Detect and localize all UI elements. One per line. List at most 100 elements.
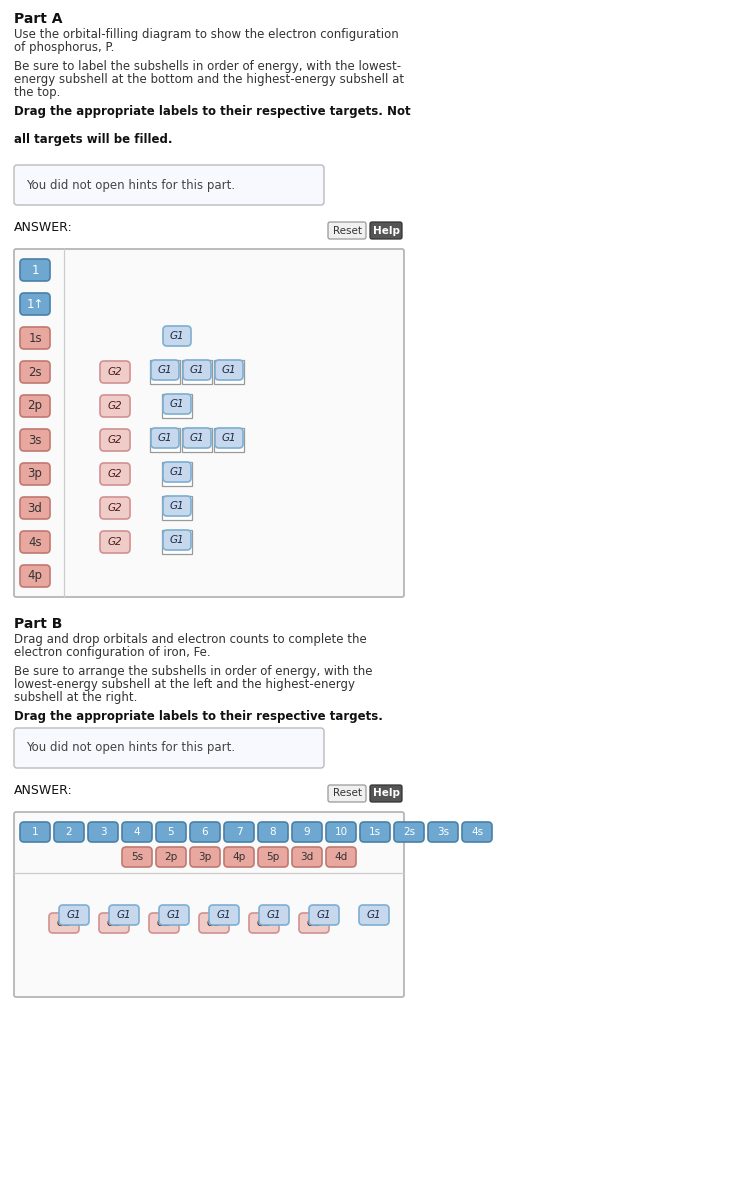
Text: 2s: 2s — [28, 366, 42, 378]
Text: 2s: 2s — [403, 827, 415, 838]
FancyBboxPatch shape — [20, 497, 50, 518]
Text: lowest-energy subshell at the left and the highest-energy: lowest-energy subshell at the left and t… — [14, 678, 355, 691]
FancyBboxPatch shape — [122, 822, 152, 842]
Text: G1: G1 — [158, 365, 172, 374]
FancyBboxPatch shape — [156, 822, 186, 842]
Text: Reset: Reset — [333, 226, 362, 235]
FancyBboxPatch shape — [359, 905, 389, 925]
FancyBboxPatch shape — [20, 361, 50, 383]
Text: G1: G1 — [170, 502, 184, 511]
Text: G1: G1 — [170, 331, 184, 341]
Text: Help: Help — [372, 788, 399, 798]
Text: 5s: 5s — [131, 852, 143, 862]
FancyBboxPatch shape — [149, 913, 179, 934]
FancyBboxPatch shape — [14, 728, 324, 768]
Text: 3p: 3p — [198, 852, 211, 862]
Text: 1: 1 — [32, 827, 38, 838]
FancyBboxPatch shape — [199, 913, 229, 934]
Text: 1s: 1s — [369, 827, 381, 838]
FancyBboxPatch shape — [163, 496, 191, 516]
FancyBboxPatch shape — [328, 785, 366, 802]
FancyBboxPatch shape — [370, 222, 402, 239]
Text: G2: G2 — [108, 401, 123, 410]
FancyBboxPatch shape — [20, 428, 50, 451]
Text: 8: 8 — [269, 827, 276, 838]
Text: G2: G2 — [57, 918, 71, 928]
FancyBboxPatch shape — [122, 847, 152, 866]
FancyBboxPatch shape — [309, 905, 339, 925]
Text: G1: G1 — [222, 365, 236, 374]
Text: 7: 7 — [236, 827, 242, 838]
FancyBboxPatch shape — [156, 847, 186, 866]
FancyBboxPatch shape — [370, 785, 402, 802]
FancyBboxPatch shape — [100, 361, 130, 383]
Text: 5: 5 — [167, 827, 174, 838]
Text: G2: G2 — [307, 918, 321, 928]
Text: Drag the appropriate labels to their respective targets. Not: Drag the appropriate labels to their res… — [14, 104, 410, 118]
FancyBboxPatch shape — [59, 905, 89, 925]
Text: G1: G1 — [189, 433, 204, 443]
Bar — [214, 360, 244, 384]
FancyBboxPatch shape — [428, 822, 458, 842]
Bar — [162, 394, 192, 418]
FancyBboxPatch shape — [151, 360, 179, 380]
Bar — [214, 428, 244, 452]
FancyBboxPatch shape — [109, 905, 139, 925]
Text: G1: G1 — [217, 910, 231, 920]
FancyBboxPatch shape — [249, 913, 279, 934]
FancyBboxPatch shape — [360, 822, 390, 842]
Text: Help: Help — [372, 226, 399, 235]
FancyBboxPatch shape — [292, 847, 322, 866]
Text: G2: G2 — [108, 538, 123, 547]
Bar — [182, 360, 212, 384]
Text: G1: G1 — [170, 467, 184, 476]
Text: 4: 4 — [134, 827, 140, 838]
Text: 4p: 4p — [233, 852, 246, 862]
Text: Reset: Reset — [333, 788, 362, 798]
FancyBboxPatch shape — [14, 164, 324, 205]
Text: ANSWER:: ANSWER: — [14, 221, 73, 234]
FancyBboxPatch shape — [183, 360, 211, 380]
FancyBboxPatch shape — [20, 293, 50, 314]
FancyBboxPatch shape — [292, 822, 322, 842]
FancyBboxPatch shape — [163, 462, 191, 482]
FancyBboxPatch shape — [49, 913, 79, 934]
Text: 3d: 3d — [300, 852, 313, 862]
FancyBboxPatch shape — [20, 259, 50, 281]
FancyBboxPatch shape — [151, 428, 179, 448]
FancyBboxPatch shape — [190, 847, 220, 866]
FancyBboxPatch shape — [163, 530, 191, 550]
Text: 4s: 4s — [28, 535, 42, 548]
Text: Be sure to arrange the subshells in order of energy, with the: Be sure to arrange the subshells in orde… — [14, 665, 372, 678]
Text: 3p: 3p — [28, 468, 43, 480]
Text: G1: G1 — [67, 910, 81, 920]
Text: 3s: 3s — [437, 827, 449, 838]
Text: 5p: 5p — [266, 852, 280, 862]
Text: G1: G1 — [222, 433, 236, 443]
Text: subshell at the right.: subshell at the right. — [14, 691, 137, 704]
Text: 2: 2 — [65, 827, 73, 838]
Text: Drag and drop orbitals and electron counts to complete the: Drag and drop orbitals and electron coun… — [14, 634, 367, 646]
Text: G1: G1 — [158, 433, 172, 443]
FancyBboxPatch shape — [163, 394, 191, 414]
Text: G1: G1 — [367, 910, 381, 920]
Bar — [162, 462, 192, 486]
Text: of phosphorus, P.: of phosphorus, P. — [14, 41, 115, 54]
FancyBboxPatch shape — [224, 847, 254, 866]
FancyBboxPatch shape — [100, 463, 130, 485]
Text: Drag the appropriate labels to their respective targets.: Drag the appropriate labels to their res… — [14, 710, 383, 722]
FancyBboxPatch shape — [328, 222, 366, 239]
Text: G1: G1 — [117, 910, 131, 920]
FancyBboxPatch shape — [159, 905, 189, 925]
FancyBboxPatch shape — [258, 847, 288, 866]
Text: 9: 9 — [304, 827, 310, 838]
FancyBboxPatch shape — [163, 326, 191, 346]
FancyBboxPatch shape — [462, 822, 492, 842]
Text: 1s: 1s — [28, 331, 42, 344]
Text: 4s: 4s — [471, 827, 483, 838]
FancyBboxPatch shape — [14, 812, 404, 997]
Text: Use the orbital-filling diagram to show the electron configuration: Use the orbital-filling diagram to show … — [14, 28, 399, 41]
Text: G1: G1 — [167, 910, 181, 920]
Text: all targets will be filled.: all targets will be filled. — [14, 133, 172, 146]
Text: G2: G2 — [257, 918, 272, 928]
